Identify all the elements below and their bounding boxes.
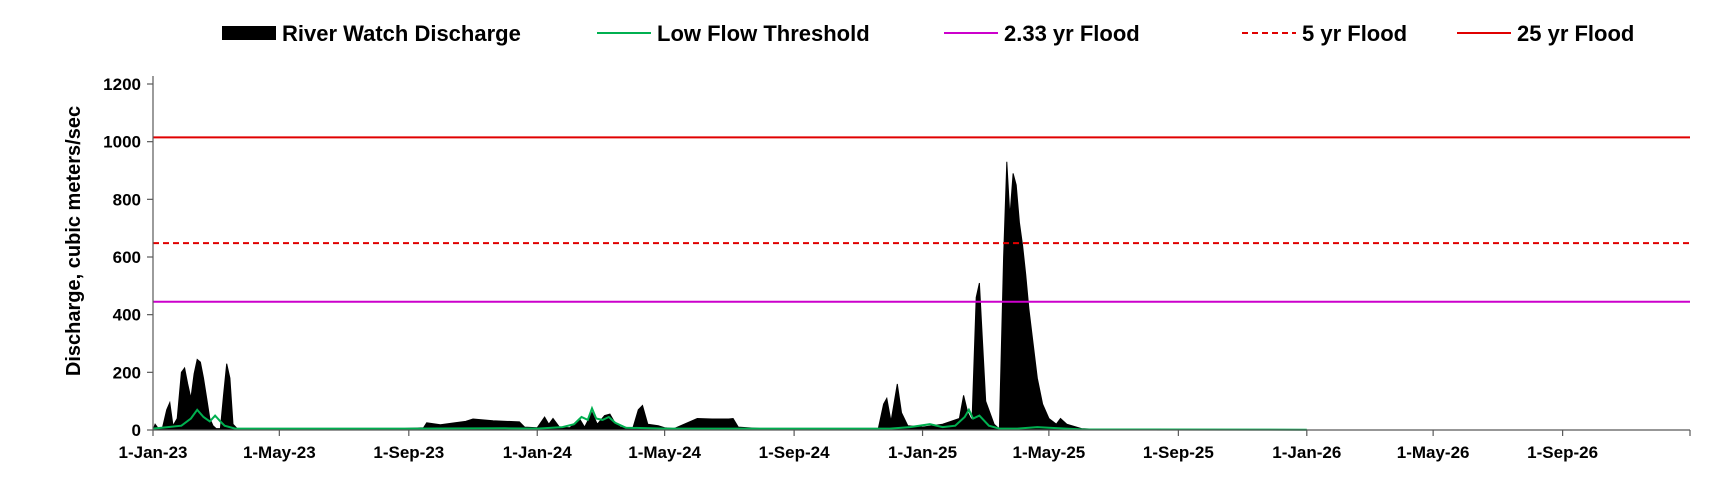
- axes: 0 200 400 600 800 1000 1200 1-Jan-23 1-May-23 1-S…: [103, 75, 1691, 462]
- y-tick-label: 600: [113, 248, 141, 267]
- legend-item-low-flow-threshold: Low Flow Threshold: [597, 21, 870, 46]
- legend-item-25-yr-flood: 25 yr Flood: [1457, 21, 1634, 46]
- y-tick-label: 0: [132, 421, 141, 440]
- x-tick-label: 1-May-24: [628, 443, 701, 462]
- legend-item-2-33-yr-flood: 2.33 yr Flood: [944, 21, 1140, 46]
- legend-label: 25 yr Flood: [1517, 21, 1634, 46]
- series-low-flow-threshold: [152, 405, 1307, 431]
- y-tick-label: 800: [113, 190, 141, 209]
- y-tick-label: 1000: [103, 133, 141, 152]
- x-tick-label: 1-Jan-25: [888, 443, 957, 462]
- x-tick-label: 1-Jan-24: [503, 443, 573, 462]
- y-axis-label: Discharge, cubic meters/sec: [63, 106, 85, 376]
- x-tick-label: 1-Sep-23: [373, 443, 444, 462]
- x-tick-label: 1-Sep-24: [759, 443, 830, 462]
- y-tick-label: 400: [113, 306, 141, 325]
- y-tick-label: 200: [113, 363, 141, 382]
- x-tick-label: 1-Jan-26: [1272, 443, 1341, 462]
- legend-label: River Watch Discharge: [282, 21, 521, 46]
- x-tick-label: 1-May-25: [1012, 443, 1085, 462]
- legend-swatch: [222, 26, 276, 40]
- x-tick-label: 1-Sep-25: [1143, 443, 1214, 462]
- plot-area: [152, 136, 1690, 431]
- x-tick-label: 1-May-26: [1397, 443, 1470, 462]
- y-tick-label: 1200: [103, 75, 141, 94]
- legend-label: 5 yr Flood: [1302, 21, 1407, 46]
- series-river-watch-discharge: [152, 161, 1097, 431]
- x-tick-label: 1-Jan-23: [119, 443, 188, 462]
- legend: River Watch Discharge Low Flow Threshold 2…: [222, 21, 1634, 46]
- legend-label: Low Flow Threshold: [657, 21, 870, 46]
- x-tick-label: 1-May-23: [243, 443, 316, 462]
- legend-label: 2.33 yr Flood: [1004, 21, 1140, 46]
- legend-item-river-watch-discharge: River Watch Discharge: [222, 21, 521, 46]
- legend-item-5-yr-flood: 5 yr Flood: [1242, 21, 1407, 46]
- x-tick-label: 1-Sep-26: [1527, 443, 1598, 462]
